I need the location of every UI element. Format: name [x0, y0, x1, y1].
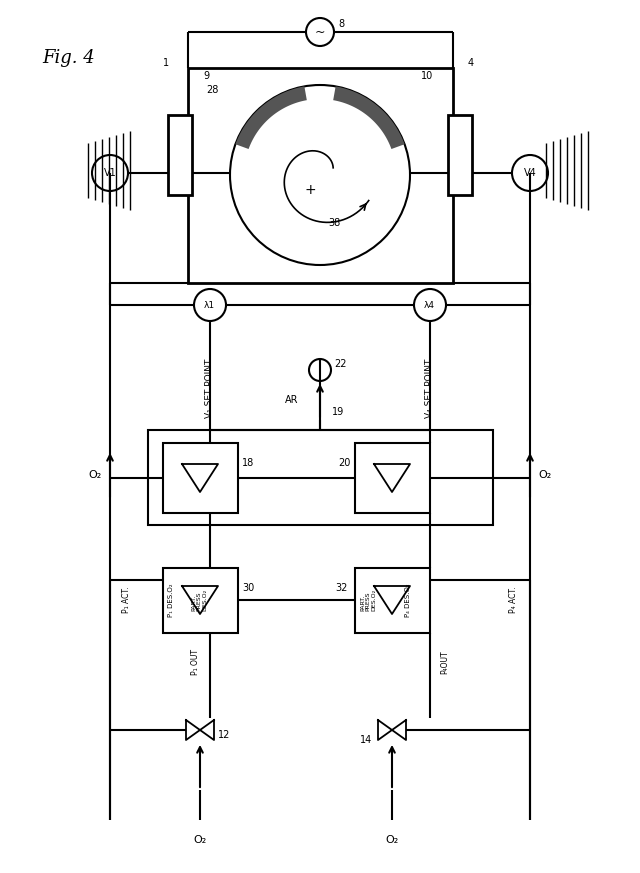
Text: 28: 28	[206, 85, 218, 95]
Text: 32: 32	[335, 583, 348, 593]
Bar	[163, 568, 238, 633]
Polygon shape	[186, 720, 200, 740]
Circle shape	[92, 155, 128, 191]
Text: λ4: λ4	[424, 300, 435, 310]
Circle shape	[230, 85, 410, 265]
Bar	[355, 568, 430, 633]
Circle shape	[309, 359, 331, 381]
Text: P₁ ACT.: P₁ ACT.	[122, 587, 131, 613]
Text: 8: 8	[338, 19, 344, 29]
Text: 10: 10	[420, 71, 433, 81]
Polygon shape	[182, 586, 218, 614]
Polygon shape	[333, 86, 404, 149]
Text: PART.
PRESS
DES.O₂: PART. PRESS DES.O₂	[360, 589, 376, 611]
Text: 38: 38	[328, 218, 340, 228]
Text: P₁ DES.O₂: P₁ DES.O₂	[168, 583, 174, 617]
Text: λ1: λ1	[204, 300, 214, 310]
Polygon shape	[378, 720, 392, 740]
Bar	[355, 443, 430, 513]
Text: 14: 14	[360, 735, 372, 745]
Polygon shape	[374, 586, 410, 614]
Text: 20: 20	[339, 458, 351, 468]
Text: 19: 19	[332, 407, 344, 417]
Text: V4: V4	[524, 168, 536, 178]
Bar	[448, 115, 472, 195]
Bar	[163, 443, 238, 513]
Circle shape	[512, 155, 548, 191]
Text: 9: 9	[203, 71, 209, 81]
Text: 22: 22	[334, 359, 346, 369]
Text: PART.
PRESS
DES.O₂: PART. PRESS DES.O₂	[191, 589, 207, 611]
Text: P₄ ACT.: P₄ ACT.	[509, 587, 518, 613]
Polygon shape	[236, 86, 307, 149]
Text: 18: 18	[242, 458, 254, 468]
Polygon shape	[374, 464, 410, 492]
Polygon shape	[392, 720, 406, 740]
Text: P₁ OUT: P₁ OUT	[191, 649, 200, 675]
Text: V₄ SET POINT: V₄ SET POINT	[426, 358, 435, 417]
Bar	[188, 68, 453, 283]
Text: O₂: O₂	[89, 470, 102, 480]
Text: Fig. 4: Fig. 4	[42, 49, 95, 67]
Text: ~: ~	[315, 25, 325, 38]
Text: V1: V1	[104, 168, 116, 178]
Circle shape	[194, 289, 226, 321]
Text: V₁ SET POINT: V₁ SET POINT	[205, 358, 214, 417]
Polygon shape	[200, 720, 214, 740]
Text: P₄OUT: P₄OUT	[440, 650, 449, 674]
Text: O₂: O₂	[538, 470, 551, 480]
Text: 1: 1	[163, 58, 169, 68]
Circle shape	[306, 18, 334, 46]
Text: 30: 30	[242, 583, 254, 593]
Bar	[148, 430, 493, 525]
Polygon shape	[182, 464, 218, 492]
Text: 4: 4	[468, 58, 474, 68]
Text: 12: 12	[218, 730, 230, 740]
Text: O₂: O₂	[385, 835, 399, 845]
Bar	[168, 115, 192, 195]
Circle shape	[414, 289, 446, 321]
Text: P₄ DES.O₂: P₄ DES.O₂	[405, 583, 411, 617]
Text: O₂: O₂	[193, 835, 207, 845]
Text: AR: AR	[285, 395, 298, 405]
Text: +: +	[304, 183, 316, 197]
